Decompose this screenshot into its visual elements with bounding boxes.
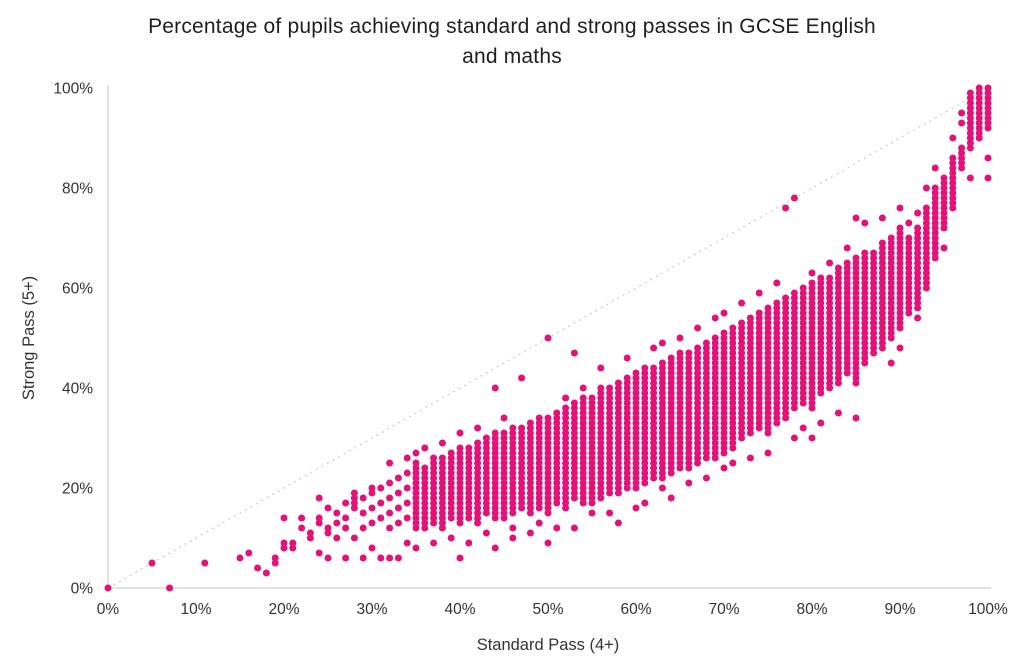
axes-group (107, 85, 991, 589)
x-axis-title: Standard Pass (4+) (477, 636, 620, 654)
tick-labels-group: 0% 10% 20% 30% 40% 50% 60% 70% 80% 90% 100% 0% 20% 40… (53, 81, 1008, 619)
data-points-group (104, 84, 992, 592)
x-tick-label: 40% (444, 601, 475, 618)
y-tick-label: 60% (62, 281, 93, 298)
y-tick-label: 80% (62, 181, 93, 198)
y-tick-label: 0% (71, 581, 94, 598)
chart-title: Percentage of pupils achieving standard … (0, 12, 1024, 72)
axis-titles-group: Standard Pass (4+) Strong Pass (5+) (20, 276, 619, 654)
chart-title-line1: Percentage of pupils achieving standard … (148, 15, 876, 38)
x-tick-label: 90% (884, 601, 915, 618)
y-tick-label: 40% (62, 381, 93, 398)
x-tick-label: 60% (620, 601, 651, 618)
x-tick-label: 70% (708, 601, 739, 618)
y-tick-label: 20% (62, 481, 93, 498)
x-tick-label: 50% (532, 601, 563, 618)
x-tick-label: 30% (356, 601, 387, 618)
y-axis-title: Strong Pass (5+) (20, 276, 38, 400)
x-tick-label: 10% (180, 601, 211, 618)
y-tick-label: 100% (53, 81, 93, 98)
x-tick-label: 80% (796, 601, 827, 618)
chart-title-line2: and maths (462, 45, 562, 68)
x-tick-label: 100% (968, 601, 1008, 618)
x-tick-label: 0% (97, 601, 120, 618)
x-tick-label: 20% (268, 601, 299, 618)
